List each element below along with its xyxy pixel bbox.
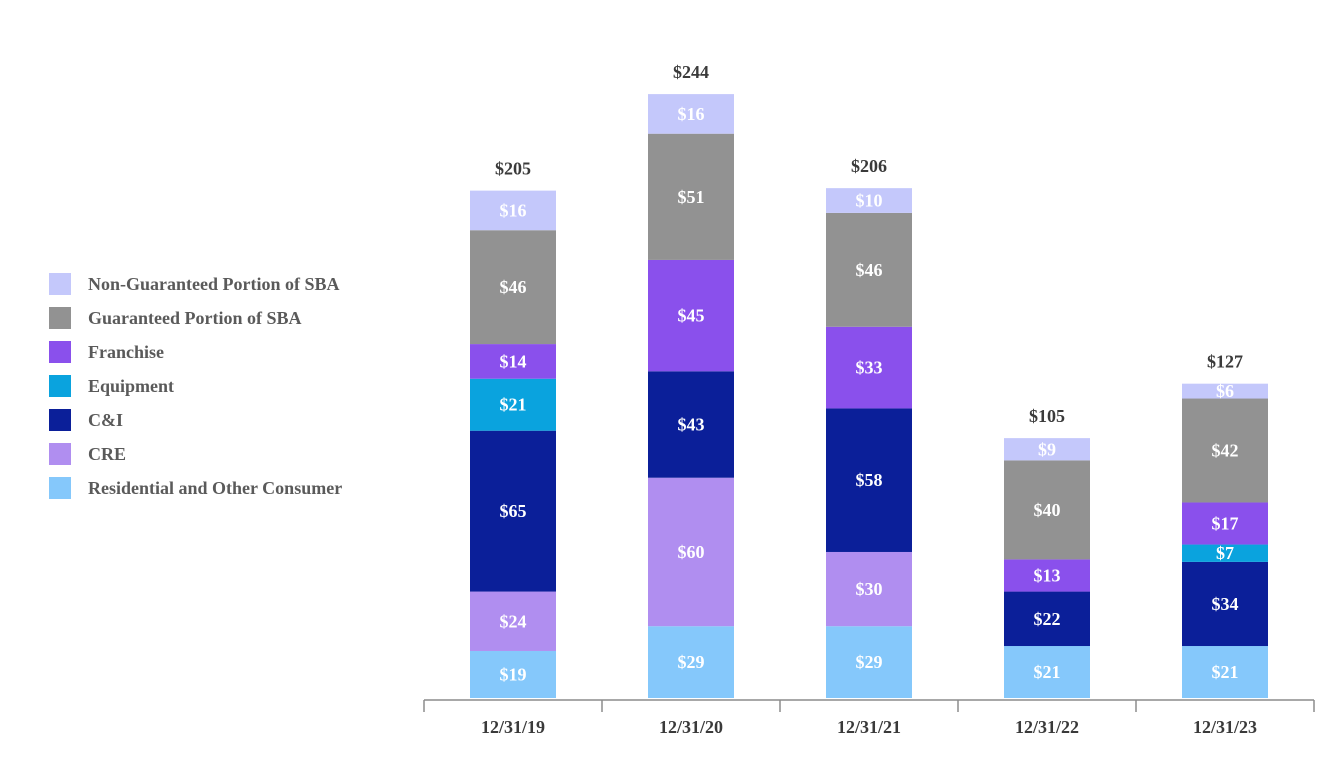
bar-segment-candi-12-31-22 bbox=[1004, 591, 1090, 647]
legend-label-non-guaranteed-portion-of-sba: Non-Guaranteed Portion of SBA bbox=[88, 274, 340, 294]
bar-segment-guaranteed-portion-of-sba-12-31-23 bbox=[1182, 398, 1268, 503]
data-label-cre-12-31-19: $24 bbox=[500, 611, 527, 631]
data-label-guaranteed-portion-of-sba-12-31-19: $46 bbox=[500, 277, 527, 297]
x-axis: 12/31/19 12/31/20 12/31/21 12/31/22 12/31/23 bbox=[423, 699, 1315, 737]
data-label-candi-12-31-21: $58 bbox=[856, 470, 883, 490]
bars: $19 $24 $65 $21 $14 $46 $16 $205 $29 $60 $43 $45 $51… bbox=[470, 62, 1268, 698]
data-label-non-guaranteed-portion-of-sba-12-31-23: $6 bbox=[1216, 381, 1234, 401]
data-label-non-guaranteed-portion-of-sba-12-31-22: $9 bbox=[1038, 439, 1056, 459]
data-label-franchise-12-31-23: $17 bbox=[1212, 514, 1239, 534]
total-label-12-31-23: $127 bbox=[1207, 352, 1243, 372]
data-label-candi-12-31-22: $22 bbox=[1034, 609, 1061, 629]
data-label-guaranteed-portion-of-sba-12-31-22: $40 bbox=[1034, 500, 1061, 520]
legend-swatch-guaranteed-portion-of-sba bbox=[49, 307, 71, 329]
bar-segment-guaranteed-portion-of-sba-12-31-22 bbox=[1004, 460, 1090, 560]
data-label-residential-and-other-consumer-12-31-21: $29 bbox=[856, 652, 883, 672]
bar-segment-candi-12-31-20 bbox=[648, 371, 734, 478]
bar-segment-equipment-12-31-23 bbox=[1182, 544, 1268, 562]
data-label-cre-12-31-20: $60 bbox=[678, 542, 705, 562]
legend-label-guaranteed-portion-of-sba: Guaranteed Portion of SBA bbox=[88, 308, 302, 328]
legend-swatch-candi bbox=[49, 409, 71, 431]
data-label-guaranteed-portion-of-sba-12-31-20: $51 bbox=[678, 187, 705, 207]
data-label-non-guaranteed-portion-of-sba-12-31-20: $16 bbox=[678, 104, 705, 124]
data-label-equipment-12-31-19: $21 bbox=[500, 395, 527, 415]
data-label-equipment-12-31-23: $7 bbox=[1216, 543, 1234, 563]
bar-segment-residential-and-other-consumer-12-31-20 bbox=[648, 626, 734, 698]
x-tick-label-12-31-22: 12/31/22 bbox=[1015, 717, 1079, 737]
legend-swatch-residential-and-other-consumer bbox=[49, 477, 71, 499]
bar-segment-franchise-12-31-20 bbox=[648, 259, 734, 372]
total-label-12-31-19: $205 bbox=[495, 159, 531, 179]
data-label-residential-and-other-consumer-12-31-23: $21 bbox=[1212, 662, 1239, 682]
x-tick-label-12-31-20: 12/31/20 bbox=[659, 717, 723, 737]
data-label-franchise-12-31-20: $45 bbox=[678, 306, 705, 326]
bar-segment-non-guaranteed-portion-of-sba-12-31-23 bbox=[1182, 383, 1268, 399]
bar-segment-non-guaranteed-portion-of-sba-12-31-21 bbox=[826, 188, 912, 213]
data-label-franchise-12-31-21: $33 bbox=[856, 358, 883, 378]
total-label-12-31-21: $206 bbox=[851, 156, 887, 176]
legend-swatch-cre bbox=[49, 443, 71, 465]
bar-segment-candi-12-31-19 bbox=[470, 430, 556, 592]
bar-segment-cre-12-31-19 bbox=[470, 591, 556, 651]
data-label-residential-and-other-consumer-12-31-19: $19 bbox=[500, 664, 527, 684]
data-label-non-guaranteed-portion-of-sba-12-31-19: $16 bbox=[500, 200, 527, 220]
bar-segment-cre-12-31-20 bbox=[648, 477, 734, 627]
bar-segment-franchise-12-31-23 bbox=[1182, 502, 1268, 545]
total-label-12-31-22: $105 bbox=[1029, 406, 1065, 426]
legend-swatch-non-guaranteed-portion-of-sba bbox=[49, 273, 71, 295]
data-label-candi-12-31-23: $34 bbox=[1212, 594, 1239, 614]
bar-segment-candi-12-31-23 bbox=[1182, 561, 1268, 647]
bar-segment-residential-and-other-consumer-12-31-22 bbox=[1004, 646, 1090, 698]
bar-segment-franchise-12-31-21 bbox=[826, 326, 912, 409]
total-label-12-31-20: $244 bbox=[673, 62, 709, 82]
bar-segment-franchise-12-31-19 bbox=[470, 344, 556, 379]
data-label-cre-12-31-21: $30 bbox=[856, 579, 883, 599]
data-label-residential-and-other-consumer-12-31-20: $29 bbox=[678, 652, 705, 672]
bar-segment-non-guaranteed-portion-of-sba-12-31-19 bbox=[470, 190, 556, 231]
legend: Non-Guaranteed Portion of SBA Guaranteed … bbox=[49, 273, 342, 499]
data-label-residential-and-other-consumer-12-31-22: $21 bbox=[1034, 662, 1061, 682]
bar-segment-guaranteed-portion-of-sba-12-31-19 bbox=[470, 230, 556, 345]
bar-segment-residential-and-other-consumer-12-31-23 bbox=[1182, 646, 1268, 698]
data-label-franchise-12-31-19: $14 bbox=[500, 351, 527, 371]
bar-segment-residential-and-other-consumer-12-31-21 bbox=[826, 626, 912, 698]
bar-segment-equipment-12-31-19 bbox=[470, 378, 556, 431]
data-label-guaranteed-portion-of-sba-12-31-21: $46 bbox=[856, 260, 883, 280]
bar-segment-non-guaranteed-portion-of-sba-12-31-20 bbox=[648, 94, 734, 134]
bar-segment-cre-12-31-21 bbox=[826, 551, 912, 627]
legend-swatch-franchise bbox=[49, 341, 71, 363]
data-label-candi-12-31-19: $65 bbox=[500, 501, 527, 521]
legend-label-franchise: Franchise bbox=[88, 342, 164, 362]
bar-segment-guaranteed-portion-of-sba-12-31-20 bbox=[648, 133, 734, 260]
bar-segment-franchise-12-31-22 bbox=[1004, 559, 1090, 592]
data-label-franchise-12-31-22: $13 bbox=[1034, 565, 1061, 585]
data-label-candi-12-31-20: $43 bbox=[678, 415, 705, 435]
x-tick-label-12-31-21: 12/31/21 bbox=[837, 717, 901, 737]
bar-segment-guaranteed-portion-of-sba-12-31-21 bbox=[826, 212, 912, 327]
bar-segment-candi-12-31-21 bbox=[826, 408, 912, 552]
legend-label-residential-and-other-consumer: Residential and Other Consumer bbox=[88, 478, 342, 498]
legend-label-candi: C&I bbox=[88, 410, 123, 430]
data-label-non-guaranteed-portion-of-sba-12-31-21: $10 bbox=[856, 191, 883, 211]
bar-segment-non-guaranteed-portion-of-sba-12-31-22 bbox=[1004, 438, 1090, 461]
x-tick-label-12-31-19: 12/31/19 bbox=[481, 717, 545, 737]
data-label-guaranteed-portion-of-sba-12-31-23: $42 bbox=[1212, 441, 1239, 461]
bar-segment-residential-and-other-consumer-12-31-19 bbox=[470, 650, 556, 698]
legend-label-cre: CRE bbox=[88, 444, 126, 464]
legend-swatch-equipment bbox=[49, 375, 71, 397]
legend-label-equipment: Equipment bbox=[88, 376, 174, 396]
x-tick-label-12-31-23: 12/31/23 bbox=[1193, 717, 1257, 737]
